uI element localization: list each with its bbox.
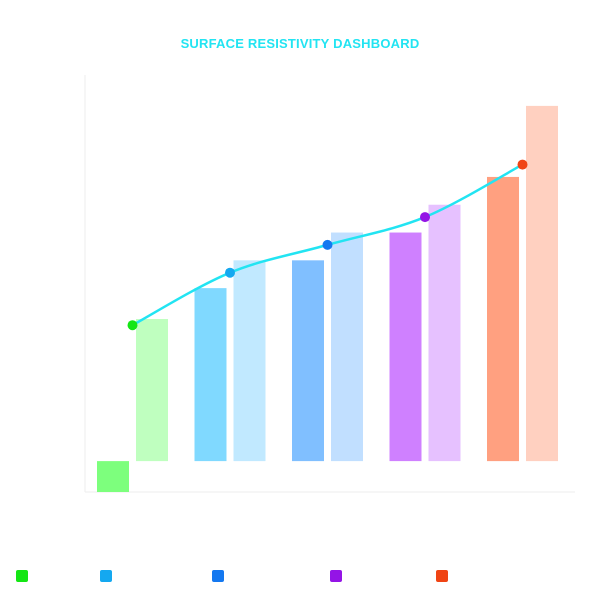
bar-series2-5 xyxy=(526,105,558,462)
bar-series1-5 xyxy=(487,176,519,462)
bar-series1-2 xyxy=(194,288,227,462)
chart-title: SURFACE RESISTIVITY DASHBOARD xyxy=(180,36,420,51)
bar-series2-4 xyxy=(428,204,461,462)
legend-swatch-1 xyxy=(16,570,28,582)
line-point-1 xyxy=(127,320,138,331)
bar-series2-2 xyxy=(233,260,266,462)
legend-swatch-4 xyxy=(330,570,342,582)
legend xyxy=(0,570,600,586)
bar-series1-3 xyxy=(292,260,324,462)
bar-series1-1 xyxy=(97,461,129,492)
line-point-3 xyxy=(322,239,333,250)
bar-series2-1 xyxy=(136,319,168,462)
legend-swatch-3 xyxy=(212,570,224,582)
bar-group xyxy=(97,105,558,492)
line-group xyxy=(127,159,528,331)
bar-series1-4 xyxy=(389,232,422,462)
line-point-5 xyxy=(517,159,528,170)
bar-series2-3 xyxy=(331,232,363,462)
line-point-2 xyxy=(225,267,235,278)
legend-swatch-5 xyxy=(436,570,448,582)
line-point-4 xyxy=(420,212,430,223)
legend-swatch-2 xyxy=(100,570,112,582)
